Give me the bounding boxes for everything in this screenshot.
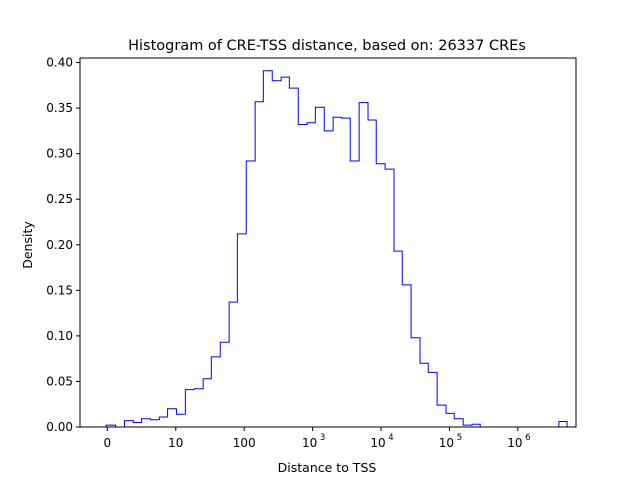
x-tick-label: 10 [302, 436, 317, 450]
plot-area [105, 70, 568, 428]
histogram-bin [203, 379, 211, 427]
x-axis-label: Distance to TSS [278, 460, 377, 475]
y-axis-label: Density [20, 221, 35, 269]
histogram-bin [176, 414, 185, 427]
histogram-bin [211, 357, 220, 427]
histogram-bin [159, 417, 167, 427]
histogram-bin [437, 405, 446, 427]
histogram-step-line [105, 70, 568, 428]
histogram-bin [229, 302, 237, 427]
histogram-bin [420, 363, 428, 427]
histogram-bin [307, 123, 315, 427]
histogram-bin [142, 419, 151, 427]
histogram-bin [559, 422, 567, 427]
histogram-bin [350, 161, 359, 427]
y-tick-label: 0.40 [46, 56, 73, 70]
histogram-bin [428, 372, 437, 427]
x-tick-exponent: 4 [388, 433, 393, 443]
histogram-bin [454, 419, 463, 427]
histogram-bin [133, 422, 141, 427]
histogram-bin [298, 125, 307, 427]
histogram-bin [185, 390, 194, 427]
y-tick-label: 0.10 [46, 329, 73, 343]
histogram-bin [324, 131, 333, 427]
x-tick-label: 10 [439, 436, 454, 450]
histogram-bin [237, 234, 246, 427]
x-axis: 0 10 100 10 3 10 4 10 5 10 6 [104, 427, 531, 450]
histogram-bin [220, 342, 229, 427]
histogram-bin [315, 107, 324, 427]
chart-title: Histogram of CRE-TSS distance, based on:… [128, 38, 526, 54]
histogram-bin [150, 420, 159, 427]
x-tick-label: 0 [104, 436, 112, 450]
histogram-bin [341, 118, 350, 427]
histogram-bin [359, 103, 368, 427]
histogram-bin [246, 161, 255, 427]
histogram-bin [333, 117, 341, 427]
x-tick-label: 10 [507, 436, 522, 450]
histogram-bin [272, 81, 281, 427]
x-tick-label: 10 [168, 436, 183, 450]
histogram-bin [368, 120, 376, 427]
y-tick-label: 0.35 [46, 101, 73, 115]
y-tick-label: 0.30 [46, 147, 73, 161]
histogram-bin [376, 164, 385, 427]
y-tick-label: 0.15 [46, 283, 73, 297]
histogram-bin [168, 409, 177, 427]
x-tick-exponent: 5 [457, 433, 462, 443]
histogram-bin [194, 389, 203, 427]
y-tick-label: 0.00 [46, 420, 73, 434]
histogram-bin [385, 169, 394, 427]
histogram-bin [263, 71, 272, 427]
histogram-bin [124, 421, 133, 427]
histogram-bin [394, 251, 402, 427]
histogram-bin [446, 413, 454, 427]
histogram-bin [281, 77, 289, 427]
y-tick-label: 0.20 [46, 238, 73, 252]
histogram-bin [289, 88, 298, 427]
histogram-bin [255, 102, 263, 427]
axes-frame [79, 57, 577, 428]
histogram-bin [411, 338, 420, 427]
x-tick-label: 10 [370, 436, 385, 450]
y-tick-label: 0.05 [46, 374, 73, 388]
x-tick-label: 100 [233, 436, 256, 450]
x-tick-exponent: 6 [525, 433, 530, 443]
histogram-bin [402, 285, 411, 427]
y-axis: 0.00 0.05 0.10 0.15 0.20 0.25 0.30 0.35 0.40 [46, 56, 80, 434]
x-tick-exponent: 3 [320, 433, 325, 443]
y-tick-label: 0.25 [46, 192, 73, 206]
